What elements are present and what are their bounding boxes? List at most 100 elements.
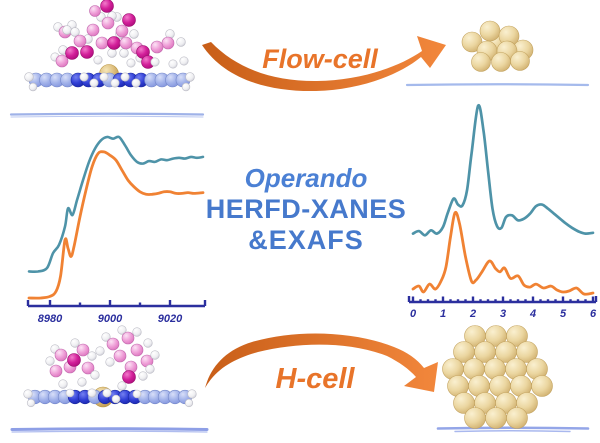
atom-sphere	[70, 27, 80, 37]
atom-sphere	[531, 375, 553, 397]
atom-sphere	[129, 29, 139, 39]
x-axis	[26, 300, 207, 308]
atom-sphere	[65, 388, 75, 398]
x-axis	[407, 296, 598, 304]
atom-sphere	[122, 370, 136, 384]
atom-sphere	[90, 370, 100, 380]
atom-sphere	[119, 48, 129, 58]
atom-sphere	[23, 389, 33, 399]
large-metal-nanoparticle	[442, 325, 553, 429]
surface-line	[9, 112, 205, 116]
atom-sphere	[87, 388, 97, 398]
atom-sphere	[95, 36, 109, 50]
atom-sphere	[28, 82, 38, 92]
atom-sphere	[150, 40, 164, 54]
h-cell-arrow-icon	[205, 333, 438, 392]
atom-sphere	[70, 338, 80, 348]
atom-sphere	[79, 72, 89, 82]
atom-sphere	[119, 36, 133, 50]
atom-sphere	[101, 16, 115, 30]
atom-sphere	[54, 348, 68, 362]
ft-upper-teal	[411, 103, 595, 237]
x-tick-label: 4	[529, 308, 536, 320]
atom-sphere	[102, 388, 112, 398]
atom-sphere	[73, 34, 87, 48]
surface-line	[454, 430, 571, 433]
atom-sphere	[132, 389, 142, 399]
atom-sphere	[55, 54, 69, 68]
atom-sphere	[131, 78, 141, 88]
atom-sphere	[168, 59, 178, 69]
atom-sphere	[506, 325, 528, 347]
atom-sphere	[506, 407, 528, 429]
atom-sphere	[121, 331, 135, 345]
atom-sphere	[471, 52, 491, 72]
atom-sphere	[130, 343, 144, 357]
atom-sphere	[81, 361, 95, 375]
flow-cell-arrow-icon	[202, 36, 446, 92]
atom-sphere	[95, 346, 105, 356]
surface-line	[10, 427, 209, 431]
x-tick-label: 1	[440, 308, 446, 320]
atom-sphere	[77, 377, 87, 387]
surface-line	[10, 115, 204, 118]
atom-sphere	[161, 36, 175, 50]
xanes-spectra-chart: 8980 9000 9020	[26, 135, 207, 325]
molecule-complex-on-support-bottom	[23, 325, 197, 408]
title-operando: Operando	[244, 163, 368, 193]
atom-sphere	[516, 392, 538, 414]
ft-lower-orange	[411, 210, 595, 296]
atom-sphere	[179, 56, 189, 66]
atom-sphere	[107, 36, 121, 50]
x-tick-label: 9000	[98, 313, 123, 325]
atom-sphere	[87, 351, 97, 361]
x-tick-label: 9020	[158, 313, 183, 325]
x-tick-label: 6	[590, 308, 597, 320]
atom-sphere	[80, 45, 94, 59]
atom-sphere	[111, 394, 121, 404]
atom-sphere	[115, 24, 129, 38]
atom-sphere	[65, 46, 79, 60]
atom-sphere	[184, 398, 194, 408]
atom-sphere	[106, 337, 120, 351]
x-tick-label: 3	[500, 308, 506, 320]
atom-sphere	[62, 25, 72, 35]
atom-sphere	[138, 371, 148, 381]
atom-sphere	[100, 0, 114, 13]
atom-sphere	[176, 37, 186, 47]
atom-sphere	[516, 341, 538, 363]
atom-sphere	[117, 325, 127, 335]
title-exafs: &EXAFS	[248, 225, 364, 255]
atom-sphere	[145, 364, 155, 374]
atom-sphere	[101, 332, 111, 342]
atom-sphere	[479, 20, 501, 42]
atom-sphere	[45, 356, 55, 366]
atom-sphere	[117, 381, 127, 391]
atom-sphere	[110, 78, 120, 88]
atom-sphere	[122, 13, 136, 27]
atom-sphere	[143, 338, 153, 348]
atom-sphere	[132, 327, 142, 337]
atom-sphere	[105, 357, 115, 367]
surface-line	[11, 430, 208, 433]
atom-sphere	[126, 58, 136, 68]
atom-sphere	[185, 72, 195, 82]
atom-sphere	[150, 57, 160, 67]
exafs-ft-chart: 0 1 2 3 4 5 6	[407, 103, 598, 320]
x-tick-label: 2	[469, 308, 476, 320]
atom-sphere	[67, 353, 81, 367]
atom-sphere	[485, 407, 507, 429]
x-tick-label: 0	[410, 308, 417, 320]
center-title-block: Operando HERFD-XANES &EXAFS	[206, 163, 407, 256]
h-cell-label: H-cell	[275, 363, 355, 395]
title-herfd-xanes: HERFD-XANES	[205, 194, 407, 224]
atom-sphere	[107, 48, 117, 58]
atom-sphere	[49, 364, 63, 378]
x-tick-label: 8980	[38, 313, 63, 325]
atom-sphere	[150, 350, 160, 360]
surface-line	[405, 83, 590, 87]
atom-sphere	[181, 82, 191, 92]
atom-sphere	[89, 78, 99, 88]
